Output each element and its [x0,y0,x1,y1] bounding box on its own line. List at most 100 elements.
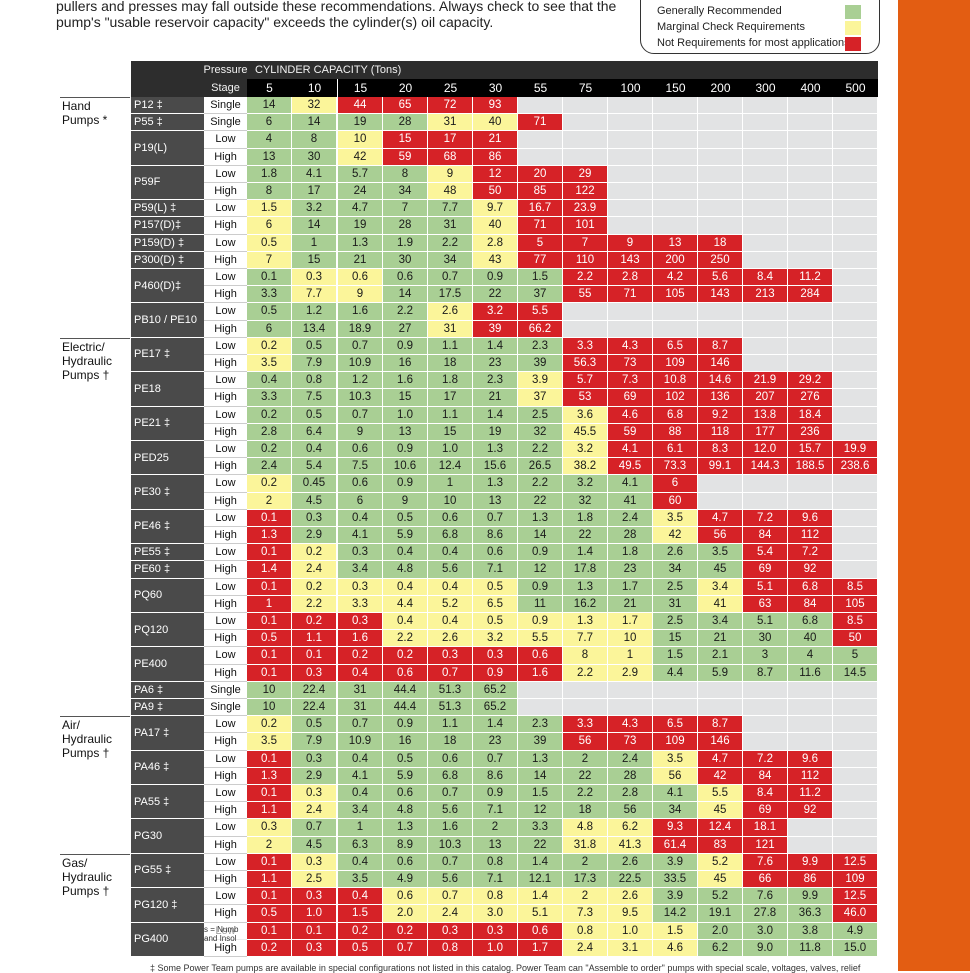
table-cell: 7.1 [473,871,518,888]
table-cell: 30 [743,630,788,647]
table-cell: 15.7 [788,441,833,458]
table-cell: 42 [698,768,743,785]
pressure-stage: High [204,905,247,922]
table-cell: 2.9 [608,665,653,682]
table-cell: 10 [247,699,292,716]
table-cell: 9.3 [653,819,698,836]
table-cell: 77 [518,252,563,269]
table-cell: 19.9 [833,441,878,458]
table-cell: 92 [788,561,833,578]
table-cell [743,166,788,183]
table-cell: 24 [338,183,383,200]
pressure-stage: Low [204,544,247,561]
table-cell: 21 [473,389,518,406]
table-cell: 0.6 [518,647,563,664]
table-cell [743,183,788,200]
table-cell: 19 [338,114,383,131]
table-cell: 13.4 [292,321,337,338]
table-cell: 7.7 [292,286,337,303]
table-cell: 85 [518,183,563,200]
table-cell: 22 [563,768,608,785]
table-cell: 5 [518,235,563,252]
table-cell: 56 [608,802,653,819]
table-cell [608,303,653,320]
table-cell: 28 [383,217,428,234]
table-cell: 0.4 [338,665,383,682]
table-cell: 4 [247,131,292,148]
pressure-stage: Low [204,131,247,148]
table-cell: 0.6 [338,441,383,458]
table-cell: 4.1 [292,166,337,183]
table-cell: 56 [653,768,698,785]
table-cell: 6.5 [473,596,518,613]
table-cell [518,699,563,716]
table-cell [788,699,833,716]
table-cell: 31 [428,114,473,131]
table-cell: 5.4 [292,458,337,475]
table-cell: 13 [653,235,698,252]
table-cell: 0.4 [338,785,383,802]
table-cell: 3.9 [518,372,563,389]
table-cell: 0.4 [247,372,292,389]
table-cell: 0.1 [247,785,292,802]
pressure-stage: High [204,458,247,475]
table-cell: 105 [653,286,698,303]
table-cell: 2.6 [653,544,698,561]
table-cell [518,131,563,148]
table-cell: 4.4 [653,665,698,682]
table-cell [788,252,833,269]
table-cell: 0.9 [518,579,563,596]
table-cell: 18 [563,802,608,819]
table-cell [833,338,878,355]
table-cell: 0.2 [292,544,337,561]
table-cell [833,768,878,785]
table-cell: 1.6 [518,665,563,682]
table-cell [833,407,878,424]
table-cell: 71 [518,217,563,234]
table-cell: 0.2 [338,923,383,940]
table-cell: 3.5 [338,871,383,888]
pressure-stage: Single [204,97,247,114]
table-cell [788,114,833,131]
table-cell: 0.1 [247,923,292,940]
table-cell: 65.2 [473,682,518,699]
table-cell: 68 [428,149,473,166]
table-cell: 31 [338,682,383,699]
table-cell: 11.8 [788,940,833,957]
table-cell: 10.3 [338,389,383,406]
table-cell: 3.2 [473,303,518,320]
table-cell: 13.8 [743,407,788,424]
table-cell: 0.7 [338,338,383,355]
table-cell: 39 [518,355,563,372]
table-cell [788,682,833,699]
pressure-stage: Low [204,269,247,286]
table-cell [743,114,788,131]
table-cell: 2 [247,493,292,510]
table-cell: 200 [653,252,698,269]
table-cell: 5.6 [428,871,473,888]
table-cell: 2.6 [608,888,653,905]
table-cell: 8.4 [743,269,788,286]
table-cell: 16.2 [563,596,608,613]
table-cell: 55 [563,286,608,303]
table-cell: 37 [518,286,563,303]
table-cell: 110 [563,252,608,269]
table-cell [833,785,878,802]
table-cell: 5.1 [518,905,563,922]
table-cell: 73.3 [653,458,698,475]
table-cell [833,751,878,768]
table-cell: 0.4 [428,579,473,596]
table-cell [743,149,788,166]
table-cell: 1.5 [518,785,563,802]
table-cell: 0.7 [292,819,337,836]
table-cell: 1.3 [518,751,563,768]
table-cell: 109 [653,355,698,372]
table-cell [563,321,608,338]
capacity-header-15: 15 [338,79,383,97]
table-cell: 31 [428,321,473,338]
table-cell: 4.3 [608,716,653,733]
table-cell: 41 [608,493,653,510]
table-cell: 2.8 [608,269,653,286]
table-cell [698,217,743,234]
table-cell: 17.3 [563,871,608,888]
